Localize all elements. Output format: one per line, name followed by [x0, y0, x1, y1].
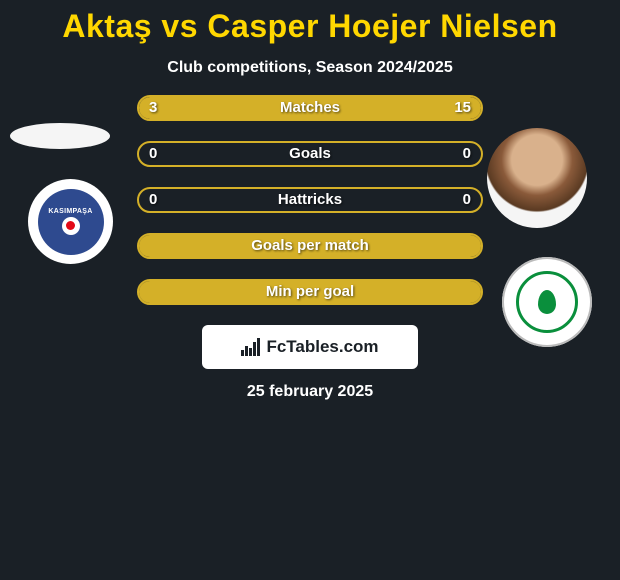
stat-row-min-per-goal: Min per goal — [137, 279, 483, 305]
club-badge-right — [502, 257, 592, 347]
infographic: Aktaş vs Casper Hoejer Nielsen Club comp… — [0, 0, 620, 450]
stat-row-matches: 3 Matches 15 — [137, 95, 483, 121]
brand-box: FcTables.com — [202, 325, 418, 369]
stat-right-value: 0 — [463, 189, 471, 211]
stat-label: Goals — [139, 143, 481, 165]
club-badge-left-dot — [62, 217, 80, 235]
player-right-avatar — [487, 128, 587, 228]
stats-panel: 3 Matches 15 0 Goals 0 0 Hattricks 0 Goa… — [137, 95, 483, 305]
chart-icon — [241, 338, 260, 356]
stat-label: Min per goal — [139, 281, 481, 303]
subtitle: Club competitions, Season 2024/2025 — [0, 59, 620, 77]
club-badge-left-inner: KASIMPAŞA — [38, 189, 104, 255]
club-badge-right-inner — [516, 271, 578, 333]
stat-label: Matches — [139, 97, 481, 119]
stat-row-goals: 0 Goals 0 — [137, 141, 483, 167]
page-title: Aktaş vs Casper Hoejer Nielsen — [0, 0, 620, 45]
brand-label: FcTables.com — [266, 337, 378, 357]
stat-right-value: 15 — [454, 97, 471, 119]
date-label: 25 february 2025 — [0, 383, 620, 401]
stat-row-hattricks: 0 Hattricks 0 — [137, 187, 483, 213]
stat-row-goals-per-match: Goals per match — [137, 233, 483, 259]
stat-right-value: 0 — [463, 143, 471, 165]
club-badge-left: KASIMPAŞA — [28, 179, 113, 264]
club-badge-left-label: KASIMPAŞA — [48, 208, 92, 215]
stat-label: Hattricks — [139, 189, 481, 211]
player-left-avatar — [10, 123, 110, 149]
leaf-icon — [538, 290, 556, 314]
stat-label: Goals per match — [139, 235, 481, 257]
